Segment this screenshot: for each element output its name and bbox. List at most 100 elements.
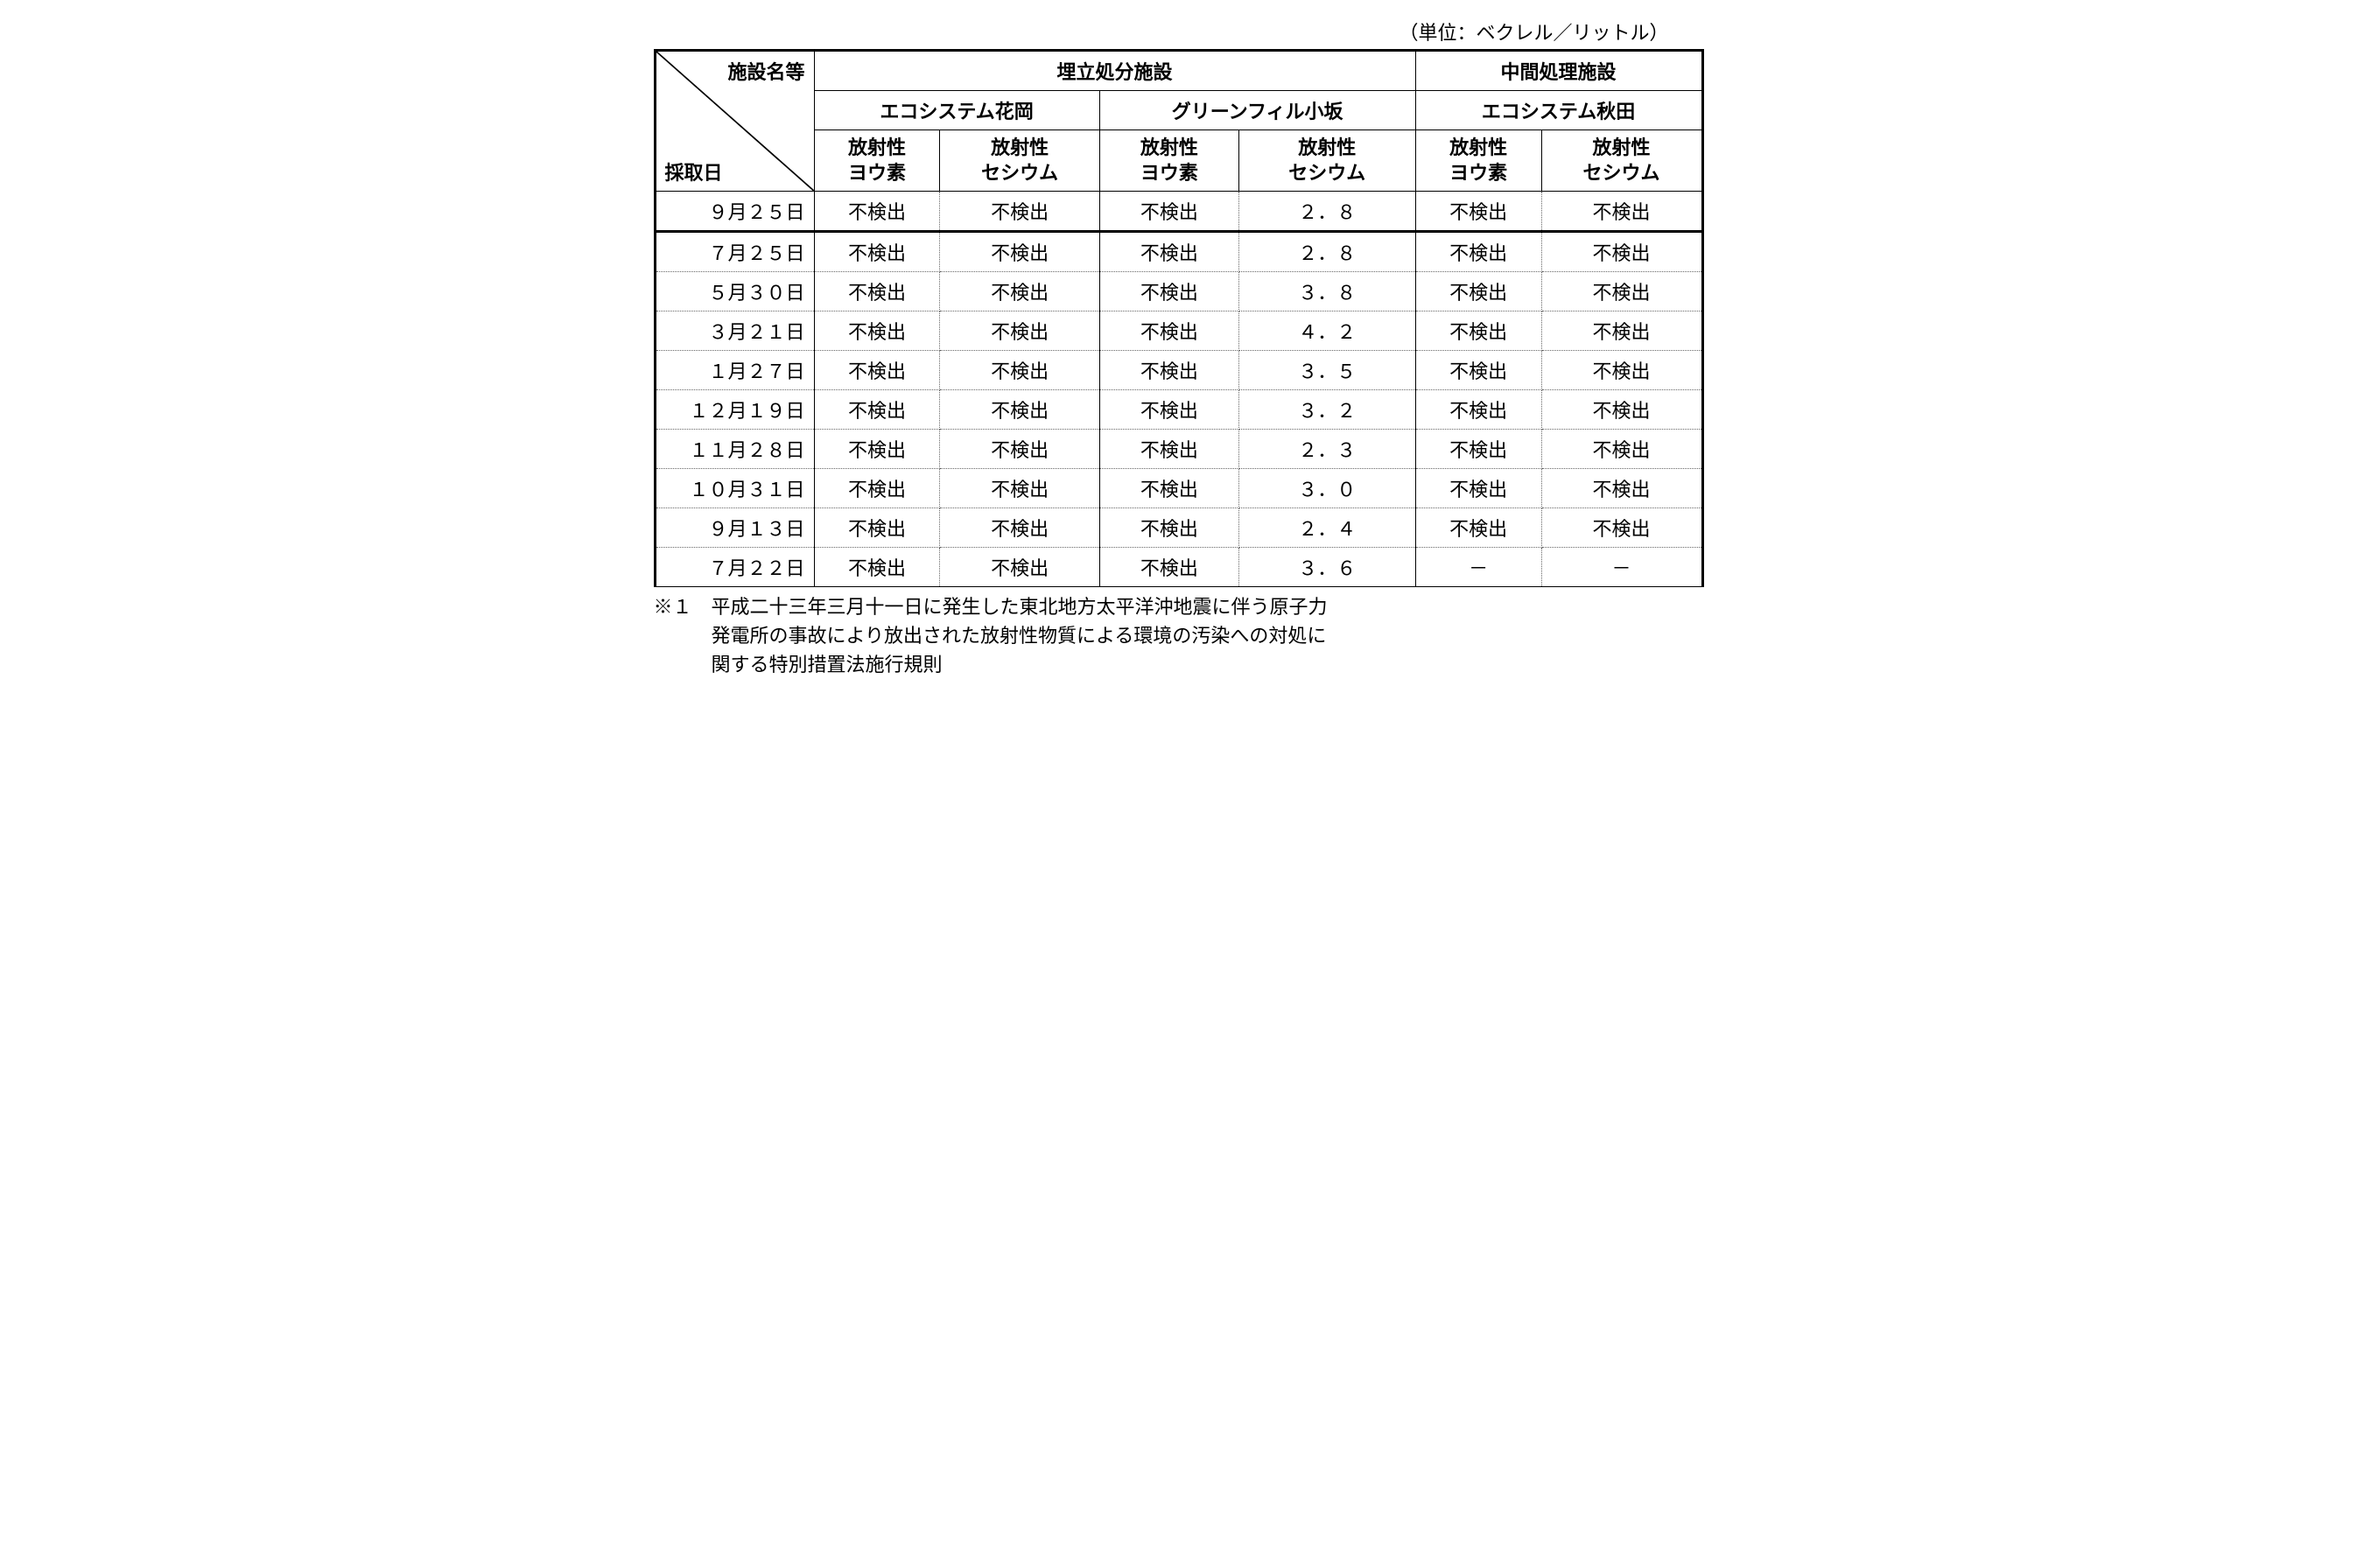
- data-cell: ４．２: [1239, 312, 1416, 351]
- data-cell: 不検出: [1415, 430, 1541, 469]
- footnote-text-2: 発電所の事故により放出された放射性物質による環境の汚染への対処に: [654, 621, 1704, 650]
- data-cell: 不検出: [1415, 232, 1541, 272]
- footnote: ※１ 平成二十三年三月十一日に発生した東北地方太平洋沖地震に伴う原子力 発電所の…: [654, 592, 1704, 679]
- data-cell: 不検出: [814, 192, 940, 232]
- data-cell: －: [1415, 548, 1541, 587]
- date-cell: ３月２１日: [655, 312, 814, 351]
- data-cell: 不検出: [940, 312, 1099, 351]
- data-cell: 不検出: [940, 390, 1099, 430]
- table-row: ３月２１日不検出不検出不検出４．２不検出不検出: [655, 312, 1702, 351]
- data-cell: 不検出: [814, 508, 940, 548]
- col-cesium-1: 放射性セシウム: [940, 130, 1099, 192]
- date-cell: １月２７日: [655, 351, 814, 390]
- table-row: １月２７日不検出不検出不検出３．５不検出不検出: [655, 351, 1702, 390]
- data-cell: 不検出: [940, 508, 1099, 548]
- facility-1: エコシステム花岡: [814, 91, 1099, 130]
- data-cell: ２．３: [1239, 430, 1416, 469]
- date-cell: １１月２８日: [655, 430, 814, 469]
- date-cell: ９月１３日: [655, 508, 814, 548]
- diag-header-top: 施設名等: [727, 57, 804, 85]
- data-cell: 不検出: [940, 351, 1099, 390]
- table-row: １１月２８日不検出不検出不検出２．３不検出不検出: [655, 430, 1702, 469]
- diag-header-bottom: 採取日: [665, 158, 723, 186]
- data-cell: 不検出: [1415, 351, 1541, 390]
- data-cell: 不検出: [1541, 469, 1702, 508]
- table-row: ７月２２日不検出不検出不検出３．６－－: [655, 548, 1702, 587]
- data-cell: 不検出: [1099, 312, 1238, 351]
- data-cell: 不検出: [1541, 430, 1702, 469]
- col-cesium-3: 放射性セシウム: [1541, 130, 1702, 192]
- data-cell: 不検出: [814, 232, 940, 272]
- date-cell: １０月３１日: [655, 469, 814, 508]
- data-cell: 不検出: [1099, 548, 1238, 587]
- data-cell: ３．６: [1239, 548, 1416, 587]
- data-cell: 不検出: [814, 548, 940, 587]
- data-cell: ３．５: [1239, 351, 1416, 390]
- table-row: ９月２５日不検出不検出不検出２．８不検出不検出: [655, 192, 1702, 232]
- data-cell: 不検出: [1415, 192, 1541, 232]
- data-cell: 不検出: [1099, 469, 1238, 508]
- col-iodine-1: 放射性ヨウ素: [814, 130, 940, 192]
- footnote-text-1: 平成二十三年三月十一日に発生した東北地方太平洋沖地震に伴う原子力: [712, 596, 1328, 618]
- data-cell: 不検出: [814, 312, 940, 351]
- data-cell: ２．８: [1239, 192, 1416, 232]
- data-cell: 不検出: [1415, 469, 1541, 508]
- data-cell: 不検出: [814, 390, 940, 430]
- data-cell: ３．０: [1239, 469, 1416, 508]
- data-cell: 不検出: [1415, 272, 1541, 312]
- data-cell: 不検出: [1541, 390, 1702, 430]
- data-cell: 不検出: [1415, 390, 1541, 430]
- data-cell: 不検出: [814, 469, 940, 508]
- data-cell: 不検出: [1099, 390, 1238, 430]
- col-iodine-3: 放射性ヨウ素: [1415, 130, 1541, 192]
- data-cell: 不検出: [1541, 508, 1702, 548]
- table-row: １０月３１日不検出不検出不検出３．０不検出不検出: [655, 469, 1702, 508]
- diagonal-header: 施設名等 採取日: [655, 51, 814, 192]
- footnote-text-3: 関する特別措置法施行規則: [654, 650, 1704, 679]
- data-cell: 不検出: [1541, 351, 1702, 390]
- date-cell: ７月２２日: [655, 548, 814, 587]
- data-cell: 不検出: [940, 548, 1099, 587]
- table-row: ９月１３日不検出不検出不検出２．４不検出不検出: [655, 508, 1702, 548]
- data-cell: 不検出: [1415, 312, 1541, 351]
- data-cell: 不検出: [814, 430, 940, 469]
- data-cell: ２．４: [1239, 508, 1416, 548]
- data-cell: 不検出: [940, 272, 1099, 312]
- unit-label: （単位：ベクレル／リットル）: [654, 18, 1704, 46]
- table-row: ７月２５日不検出不検出不検出２．８不検出不検出: [655, 232, 1702, 272]
- header-group-intermediate: 中間処理施設: [1415, 51, 1702, 91]
- data-cell: 不検出: [940, 469, 1099, 508]
- date-cell: ５月３０日: [655, 272, 814, 312]
- data-cell: 不検出: [940, 430, 1099, 469]
- data-cell: 不検出: [940, 232, 1099, 272]
- data-cell: 不検出: [1541, 272, 1702, 312]
- data-cell: 不検出: [1099, 351, 1238, 390]
- col-cesium-2: 放射性セシウム: [1239, 130, 1416, 192]
- data-cell: ２．８: [1239, 232, 1416, 272]
- data-cell: 不検出: [1541, 192, 1702, 232]
- facility-3: エコシステム秋田: [1415, 91, 1702, 130]
- data-cell: 不検出: [1541, 312, 1702, 351]
- data-cell: 不検出: [814, 272, 940, 312]
- data-cell: 不検出: [1099, 192, 1238, 232]
- data-cell: 不検出: [1415, 508, 1541, 548]
- data-cell: ３．８: [1239, 272, 1416, 312]
- data-cell: 不検出: [1099, 232, 1238, 272]
- data-cell: 不検出: [1099, 272, 1238, 312]
- facility-2: グリーンフィル小坂: [1099, 91, 1415, 130]
- table-row: ５月３０日不検出不検出不検出３．８不検出不検出: [655, 272, 1702, 312]
- header-group-landfill: 埋立処分施設: [814, 51, 1415, 91]
- data-cell: 不検出: [1099, 430, 1238, 469]
- data-cell: 不検出: [1541, 232, 1702, 272]
- footnote-marker: ※１: [654, 596, 692, 618]
- data-cell: 不検出: [940, 192, 1099, 232]
- date-cell: ７月２５日: [655, 232, 814, 272]
- data-table: 施設名等 採取日 埋立処分施設 中間処理施設 エコシステム花岡 グリーンフィル小…: [654, 49, 1704, 587]
- date-cell: １２月１９日: [655, 390, 814, 430]
- data-cell: ３．２: [1239, 390, 1416, 430]
- table-row: １２月１９日不検出不検出不検出３．２不検出不検出: [655, 390, 1702, 430]
- date-cell: ９月２５日: [655, 192, 814, 232]
- col-iodine-2: 放射性ヨウ素: [1099, 130, 1238, 192]
- data-cell: －: [1541, 548, 1702, 587]
- data-cell: 不検出: [814, 351, 940, 390]
